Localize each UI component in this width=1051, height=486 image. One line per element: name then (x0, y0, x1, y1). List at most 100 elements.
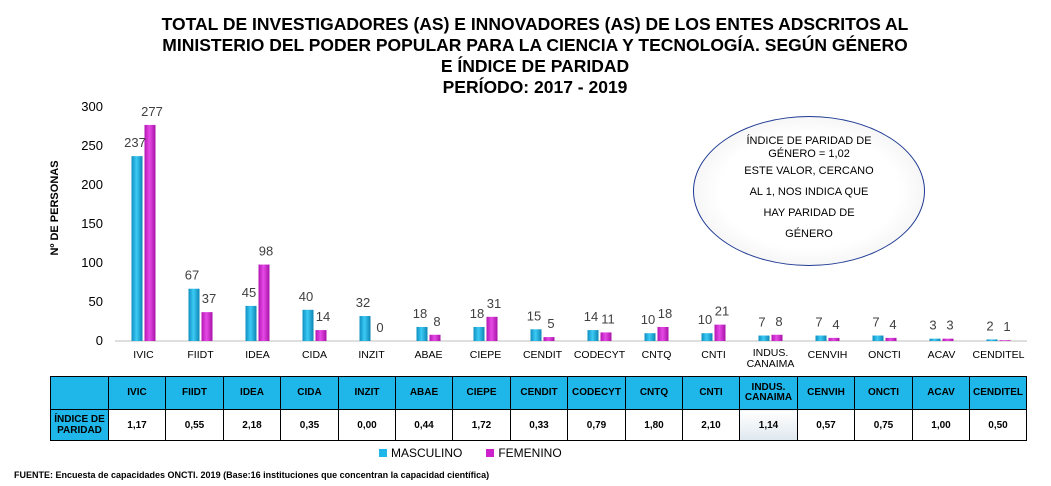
data-label-masculino: 45 (242, 285, 256, 300)
data-label-femenino: 11 (601, 311, 615, 326)
data-label-femenino: 1 (1003, 319, 1010, 334)
table-value-cell: 0,00 (338, 409, 396, 441)
bar-femenino (771, 334, 783, 341)
data-label-femenino: 31 (487, 296, 501, 311)
data-label-masculino: 14 (584, 309, 598, 324)
title-line: E ÍNDICE DE PARIDAD (440, 56, 630, 76)
y-tick-label: 50 (89, 294, 103, 309)
table-header-cell: CENVIH (797, 376, 855, 410)
data-label-femenino: 0 (376, 320, 383, 335)
table-header-cell: CENDIT (510, 376, 568, 410)
bar-femenino (201, 312, 213, 341)
category-label: CENDITEL (973, 349, 1025, 361)
bar-masculino (245, 305, 257, 341)
legend-swatch-masculino (379, 449, 387, 457)
table-header-cell: CODECYT (567, 376, 626, 410)
category-label: ACAV (928, 349, 956, 361)
bar-femenino (657, 326, 669, 341)
bar-masculino (929, 338, 941, 341)
table-value-cell: 2,18 (223, 409, 281, 441)
data-label-masculino: 7 (758, 315, 765, 330)
table-value-cell: 2,10 (682, 409, 740, 441)
y-tick-label: 250 (81, 138, 103, 153)
table-header-cell: ABAE (395, 376, 453, 410)
table-value-cell: 1,72 (452, 409, 511, 441)
category-label: IVIC (133, 349, 154, 361)
table-header-cell: CIDA (280, 376, 339, 410)
table-header-cell: INZIT (338, 376, 396, 410)
legend: MASCULINO FEMENINO (379, 446, 562, 460)
data-label-masculino: 32 (356, 295, 370, 310)
table-header-cell: INDUS. CANAIMA (739, 376, 798, 410)
legend-item-femenino: FEMENINO (486, 446, 562, 460)
bar-femenino (486, 316, 498, 341)
data-label-femenino: 14 (316, 309, 330, 324)
y-tick-label: 200 (81, 177, 103, 192)
table-header-cell: IVIC (108, 376, 166, 410)
table-header-cell: ACAV (912, 376, 970, 410)
category-label: INDUS. CANAIMA (747, 347, 795, 370)
y-tick-label: 150 (81, 216, 103, 231)
data-label-femenino: 8 (433, 314, 440, 329)
y-tick-label: 0 (96, 333, 103, 348)
bar-femenino (999, 340, 1011, 341)
bar-masculino (359, 316, 371, 341)
bar-femenino (828, 337, 840, 341)
data-label-femenino: 98 (259, 244, 273, 259)
bar-femenino (942, 338, 954, 341)
category-label: CNTI (701, 349, 726, 361)
table-value-cell: 1,80 (625, 409, 683, 441)
bar-masculino (758, 335, 770, 341)
data-label-masculino: 2 (986, 318, 993, 333)
bar-masculino (815, 335, 827, 341)
callout-line: HAY PARIDAD DE (763, 207, 855, 219)
callout-line: ESTE VALOR, CERCANO (744, 165, 874, 177)
table-value-cell: 0,75 (854, 409, 913, 441)
category-label: FIIDT (187, 349, 214, 361)
bar-femenino (144, 124, 156, 341)
y-tick-label: 100 (81, 255, 103, 270)
category-label: CNTQ (642, 349, 672, 361)
bar-masculino (302, 309, 314, 341)
data-label-femenino: 277 (141, 104, 163, 119)
bar-femenino (543, 337, 555, 341)
chart-title: TOTAL DE INVESTIGADORES (AS) E INNOVADOR… (60, 14, 1010, 98)
legend-label: MASCULINO (391, 446, 463, 460)
bar-masculino (644, 333, 656, 341)
bar-masculino (188, 288, 200, 341)
table-header-cell: CIEPE (452, 376, 511, 410)
bars-group (131, 124, 1011, 342)
data-label-masculino: 237 (124, 135, 146, 150)
table-value-cell: 0,44 (395, 409, 453, 441)
legend-item-masculino: MASCULINO (379, 446, 462, 460)
bar-masculino (587, 330, 599, 341)
bar-femenino (315, 330, 327, 341)
table-header-cell: FIIDT (165, 376, 224, 410)
table-header-cell: CENDITEL (969, 376, 1027, 410)
title-line: PERÍODO: 2017 - 2019 (442, 77, 628, 97)
table-header-cell: CNTI (682, 376, 740, 410)
legend-label: FEMENINO (498, 446, 562, 460)
category-label: CODECYT (574, 349, 626, 361)
title-line: MINISTERIO DEL PODER POPULAR PARA LA CIE… (162, 35, 908, 55)
table-value-cell: 0,35 (280, 409, 339, 441)
legend-swatch-femenino (486, 449, 495, 457)
table-value-cell: 0,79 (567, 409, 626, 441)
data-label-masculino: 3 (929, 318, 936, 333)
data-label-femenino: 37 (202, 291, 216, 306)
data-label-femenino: 5 (547, 316, 554, 331)
data-label-masculino: 10 (698, 312, 712, 327)
data-label-masculino: 7 (815, 315, 822, 330)
category-label: CENDIT (523, 349, 563, 361)
category-labels-group: IVIC FIIDT IDEA CIDA INZIT ABAE CIEPE CENDIT COD… (133, 347, 1024, 370)
bar-femenino (714, 324, 726, 341)
data-label-femenino: 4 (889, 317, 896, 332)
table-header-cell: CNTQ (625, 376, 683, 410)
category-label: ABAE (414, 349, 442, 361)
table-value-cell: 0,57 (797, 409, 855, 441)
source-note: FUENTE: Encuesta de capacidades ONCTI. 2… (14, 470, 490, 480)
bar-masculino (131, 156, 143, 341)
category-label: CENVIH (808, 349, 848, 361)
data-label-masculino: 67 (185, 268, 199, 283)
